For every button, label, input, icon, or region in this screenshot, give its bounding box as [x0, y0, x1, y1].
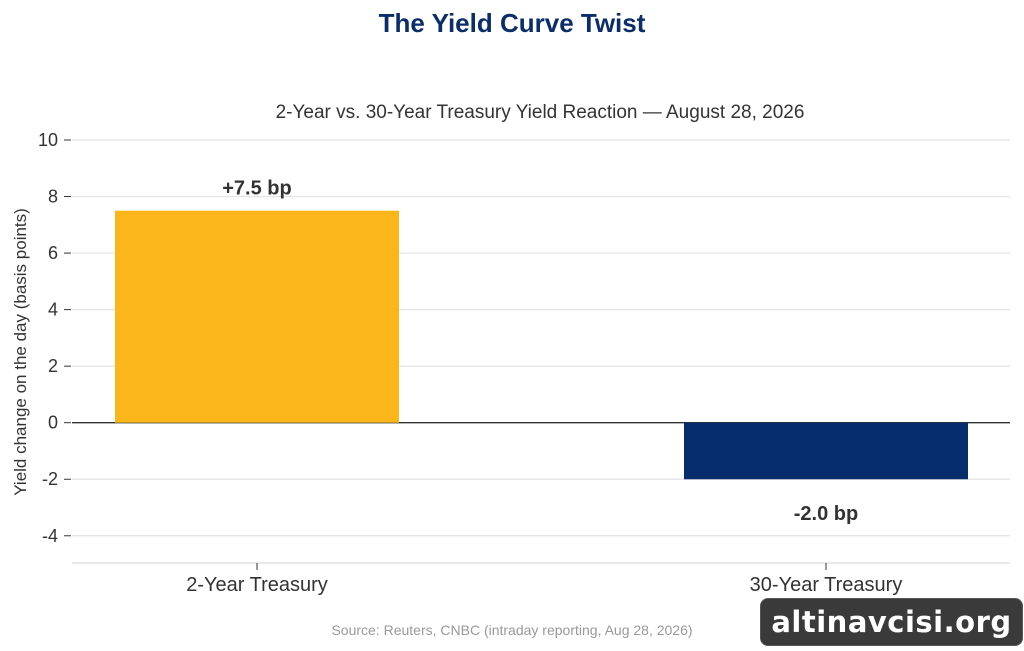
y-axis-label: Yield change on the day (basis points) — [11, 208, 30, 496]
y-tick-label: 4 — [48, 300, 58, 320]
chart-subtitle: 2-Year vs. 30-Year Treasury Yield Reacti… — [276, 102, 805, 123]
y-tick-label: 8 — [48, 187, 58, 207]
source-note: Source: Reuters, CNBC (intraday reportin… — [331, 622, 692, 638]
y-tick-label: 6 — [48, 243, 58, 263]
data-label: +7.5 bp — [222, 178, 291, 200]
x-tick-label: 2-Year Treasury — [186, 574, 328, 596]
bar — [684, 422, 968, 480]
watermark-logo: altinavcisi.org — [760, 598, 1023, 646]
y-tick-label: 2 — [48, 356, 58, 376]
y-tick-label: -2 — [42, 469, 58, 489]
chart-title: The Yield Curve Twist — [379, 8, 646, 38]
y-tick-label: 0 — [48, 413, 58, 433]
x-tick-label: 30-Year Treasury — [750, 574, 903, 596]
bar — [115, 210, 399, 423]
data-label: -2.0 bp — [794, 503, 858, 525]
y-tick-label: 10 — [38, 130, 58, 150]
bars — [115, 210, 968, 480]
y-tick-label: -4 — [42, 526, 58, 546]
labels: 10 8 6 4 2 0 -2 -4 +7.5 bp 2-Year Treasury -2.0 bp… — [38, 130, 902, 596]
